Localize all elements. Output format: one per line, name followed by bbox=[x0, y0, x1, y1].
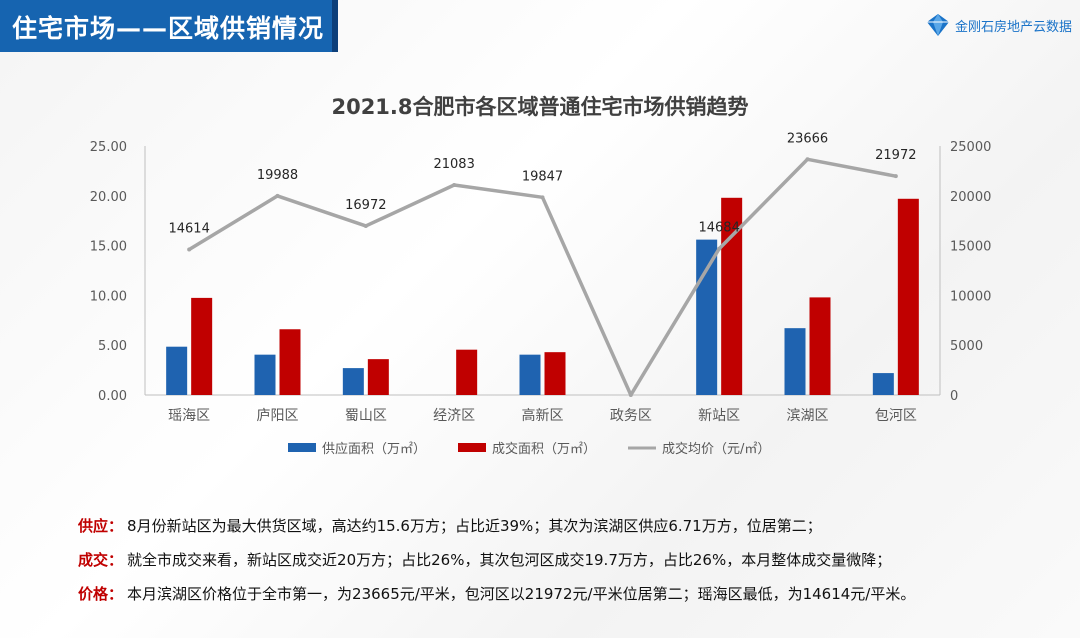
y-left-tick-label: 25.00 bbox=[90, 140, 127, 155]
note-supply: 供应： 8月份新站区为最大供货区域，高达约15.6万方；占比近39%；其次为滨湖… bbox=[78, 516, 822, 535]
diamond-logo-icon bbox=[926, 14, 949, 36]
supply-bar bbox=[254, 354, 276, 395]
price-data-label: 19847 bbox=[522, 169, 563, 184]
brand: 金刚石房地产云数据 bbox=[925, 10, 1072, 40]
y-right-tick-label: 20000 bbox=[950, 190, 991, 205]
price-point bbox=[805, 157, 810, 162]
deal-bar bbox=[191, 297, 213, 395]
price-point bbox=[628, 393, 633, 397]
page-title: 住宅市场——区域供销情况 bbox=[12, 14, 325, 43]
note-text: 就全市成交来看，新站区成交近20万方；占比26%，其次包河区成交19.7万方，占… bbox=[127, 550, 892, 569]
legend-label: 成交均价（元/㎡） bbox=[662, 441, 770, 457]
y-right-tick-label: 15000 bbox=[950, 240, 991, 255]
price-point bbox=[540, 195, 545, 200]
chart-svg: 2021.8合肥市各区域普通住宅市场供销趋势 0.00 5.00 10.00 15.00… bbox=[90, 95, 992, 457]
note-label: 成交 bbox=[78, 550, 109, 569]
note-deal: 成交： 就全市成交来看，新站区成交近20万方；占比26%，其次包河区成交19.7… bbox=[78, 550, 892, 569]
y-right-tick-label: 5000 bbox=[950, 339, 983, 354]
deal-bar bbox=[456, 349, 478, 395]
price-data-label: 14684 bbox=[698, 221, 739, 236]
y-right-tick-label: 0 bbox=[950, 389, 958, 404]
price-point bbox=[187, 247, 192, 252]
y-right-tick-label: 25000 bbox=[950, 140, 991, 155]
x-tick-label: 庐阳区 bbox=[257, 408, 299, 424]
price-data-label: 21972 bbox=[875, 148, 916, 163]
y-left-tick-label: 20.00 bbox=[90, 190, 127, 205]
x-tick-label: 高新区 bbox=[522, 407, 564, 424]
x-tick-label: 滨湖区 bbox=[787, 408, 829, 424]
y-left-tick-label: 10.00 bbox=[90, 289, 127, 304]
note-text: 8月份新站区为最大供货区域，高达约15.6万方；占比近39%；其次为滨湖区供应6… bbox=[127, 516, 822, 535]
y-right-tick-label: 10000 bbox=[950, 289, 991, 304]
supply-bar bbox=[342, 368, 364, 395]
note-price: 价格： 本月滨湖区价格位于全市第一，为23665元/平米，包河区以21972元/… bbox=[78, 584, 916, 603]
brand-name: 金刚石房地产云数据 bbox=[954, 19, 1072, 35]
price-point bbox=[893, 174, 898, 179]
x-tick-label: 瑶海区 bbox=[168, 408, 210, 424]
x-tick-label: 政务区 bbox=[610, 408, 652, 424]
chart: 2021.8合肥市各区域普通住宅市场供销趋势 0.00 5.00 10.00 15.00… bbox=[0, 70, 1080, 470]
legend-label: 成交面积（万㎡） bbox=[492, 441, 596, 457]
y-left-tick-label: 0.00 bbox=[98, 389, 127, 404]
price-point bbox=[275, 193, 280, 198]
deal-bar bbox=[279, 329, 301, 395]
legend-label: 供应面积（万㎡） bbox=[322, 441, 426, 457]
price-point bbox=[452, 183, 457, 188]
y-left-tick-label: 5.00 bbox=[98, 339, 127, 354]
x-tick-label: 蜀山区 bbox=[345, 408, 387, 424]
supply-bar bbox=[872, 373, 894, 395]
price-data-label: 14614 bbox=[168, 221, 209, 236]
supply-bar bbox=[696, 239, 718, 395]
price-data-label: 16972 bbox=[345, 198, 386, 213]
deal-bar bbox=[809, 297, 831, 395]
supply-bar bbox=[166, 346, 188, 395]
price-point bbox=[363, 223, 368, 228]
y-left-tick-label: 15.00 bbox=[90, 240, 127, 255]
deal-bar bbox=[367, 359, 389, 395]
legend-swatch bbox=[288, 443, 316, 452]
header-bar: 住宅市场——区域供销情况 bbox=[0, 0, 338, 52]
note-label: 供应 bbox=[78, 516, 109, 535]
notes: 供应： 8月份新站区为最大供货区域，高达约15.6万方；占比近39%；其次为滨湖… bbox=[78, 508, 1068, 610]
x-tick-label: 包河区 bbox=[875, 408, 917, 424]
note-label: 价格 bbox=[78, 584, 109, 603]
x-tick-label: 新站区 bbox=[698, 408, 740, 424]
deal-bar bbox=[544, 352, 566, 395]
supply-bar bbox=[519, 354, 541, 395]
supply-bar bbox=[784, 328, 806, 395]
price-data-label: 21083 bbox=[433, 157, 474, 172]
price-data-label: 19988 bbox=[257, 168, 298, 183]
deal-bar bbox=[721, 197, 743, 395]
chart-title: 2021.8合肥市各区域普通住宅市场供销趋势 bbox=[331, 95, 748, 119]
deal-bar bbox=[897, 198, 919, 395]
price-point bbox=[717, 246, 722, 251]
note-text: 本月滨湖区价格位于全市第一，为23665元/平米，包河区以21972元/平米位居… bbox=[127, 584, 916, 603]
price-data-label: 23666 bbox=[787, 131, 828, 146]
x-tick-label: 经济区 bbox=[433, 408, 475, 424]
legend-swatch bbox=[458, 443, 486, 452]
